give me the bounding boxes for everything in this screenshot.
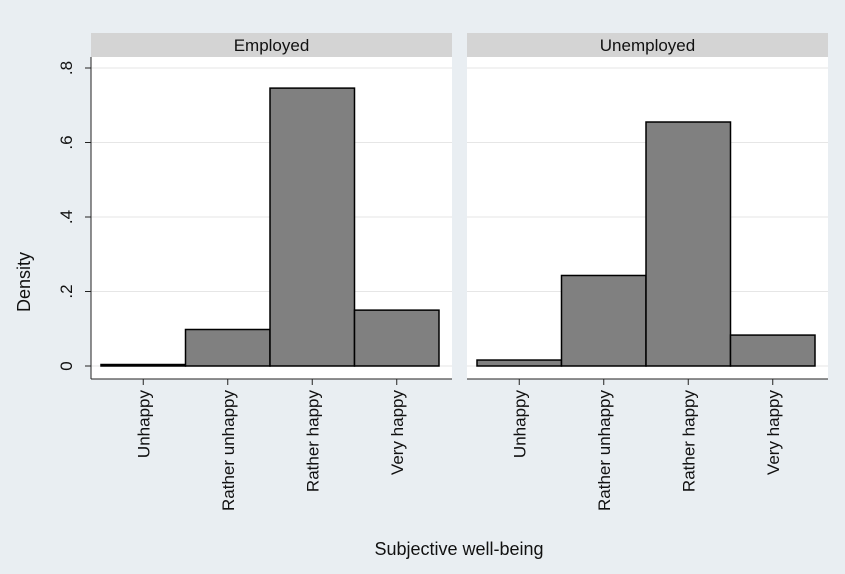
bar-employed-very-happy xyxy=(353,309,440,367)
y-tick-label: .6 xyxy=(57,135,76,149)
y-tick-label: .8 xyxy=(57,61,76,75)
y-axis-title: Density xyxy=(14,252,34,312)
x-tick-label-employed: Rather unhappy xyxy=(219,390,238,511)
x-tick-label-unemployed: Very happy xyxy=(764,390,783,476)
x-tick-label-unemployed: Unhappy xyxy=(510,390,529,459)
panel-title-employed: Employed xyxy=(234,36,310,55)
x-tick-label-unemployed: Rather happy xyxy=(679,390,698,493)
panel-strip-employed xyxy=(91,33,452,57)
x-tick-label-employed: Unhappy xyxy=(134,390,153,459)
panel-strip-unemployed xyxy=(467,33,828,57)
y-tick-label: 0 xyxy=(57,361,76,370)
x-tick-label-unemployed: Rather unhappy xyxy=(595,390,614,511)
panel-unemployed: Unemployed Unhappy Rather unhappy Rather ha… xyxy=(467,33,828,511)
bar-unemployed-rather-happy xyxy=(645,121,732,367)
panel-employed: Employed Unhappy Rather unhappy Rather happ… xyxy=(91,33,452,511)
panel-title-unemployed: Unemployed xyxy=(600,36,695,55)
bar-employed-rather-happy xyxy=(269,87,356,367)
bar-unemployed-rather-unhappy xyxy=(560,274,647,367)
y-tick-label: .4 xyxy=(57,210,76,224)
bar-employed-rather-unhappy xyxy=(184,328,271,367)
x-axis-title: Subjective well-being xyxy=(374,539,543,559)
bar-employed-unhappy xyxy=(100,363,187,367)
x-tick-label-employed: Rather happy xyxy=(303,390,322,493)
bar-unemployed-very-happy xyxy=(729,334,816,367)
bar-unemployed-unhappy xyxy=(476,359,563,367)
y-tick-label: .2 xyxy=(57,284,76,298)
x-tick-label-employed: Very happy xyxy=(388,390,407,476)
